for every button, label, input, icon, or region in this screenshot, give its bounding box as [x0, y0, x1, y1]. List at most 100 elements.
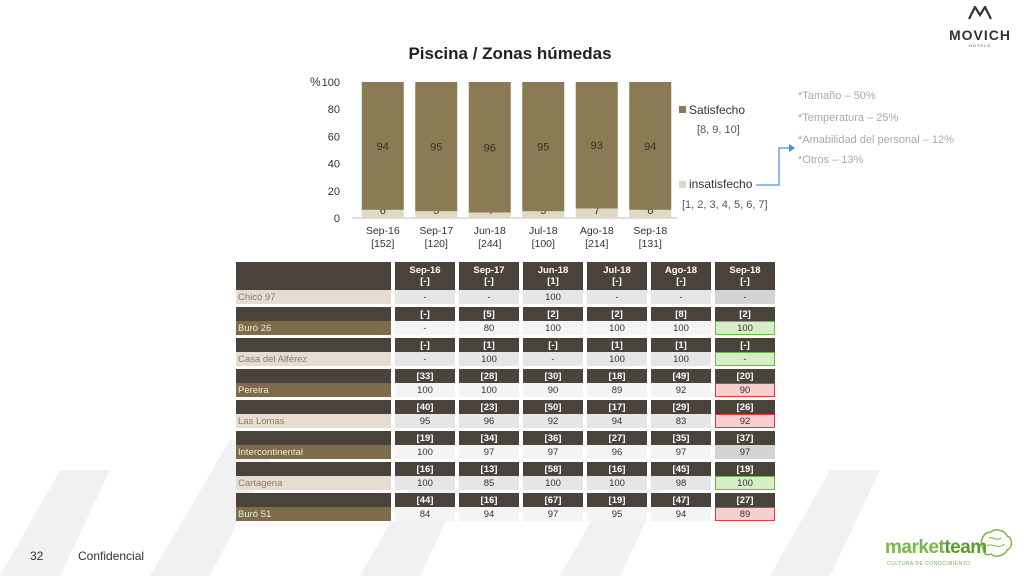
- data-label: 6: [647, 205, 653, 217]
- value-cell: 92: [523, 414, 583, 428]
- gap-cell: [711, 414, 715, 428]
- hotel-name: Intercontinental: [236, 445, 391, 459]
- y-tick-label: 40: [328, 159, 340, 171]
- table-base-row: [-] [1] [-] [1] [1] [-]: [236, 338, 775, 352]
- value-cell: 100: [651, 321, 711, 335]
- footer-confidential: Confidencial: [78, 549, 145, 563]
- value-cell: 90: [715, 383, 775, 397]
- table-base-row: [-] [5] [2] [2] [8] [2]: [236, 307, 775, 321]
- base-cell: [1]: [587, 338, 647, 352]
- base-cell: [44]: [395, 493, 455, 507]
- base-cell: [-]: [395, 338, 455, 352]
- stacked-bar-chart: %020406080100694Sep-16[152]595Sep-17[120…: [310, 75, 677, 250]
- gap-cell: [519, 462, 523, 476]
- value-cell: -: [395, 290, 455, 304]
- row-spacer: [236, 521, 775, 524]
- base-cell: [8]: [651, 307, 711, 321]
- header-period-cell: Sep-16 [-]: [395, 262, 455, 290]
- gap-cell: [647, 493, 651, 507]
- value-cell: 89: [715, 507, 775, 521]
- bar-satisfecho: [361, 82, 404, 210]
- data-label: 94: [377, 141, 389, 153]
- value-cell: 92: [651, 383, 711, 397]
- header-period-cell: Sep-17 [-]: [459, 262, 519, 290]
- gap-cell: [519, 400, 523, 414]
- header-period-cell: Ago-18 [-]: [651, 262, 711, 290]
- gap-cell: [391, 507, 395, 521]
- gap-cell: [647, 290, 651, 304]
- table-row: Casa del Alférez -100-100 100-: [236, 352, 775, 366]
- header-period-cell: Jul-18 [-]: [587, 262, 647, 290]
- gap-cell: [391, 431, 395, 445]
- gap-cell: [583, 321, 587, 335]
- header-base: [1]: [547, 276, 559, 287]
- base-cell: [50]: [523, 400, 583, 414]
- data-label: 95: [430, 142, 442, 154]
- gap-cell: [391, 493, 395, 507]
- value-cell: 97: [523, 507, 583, 521]
- gap-cell: [391, 476, 395, 490]
- gap-cell: [391, 307, 395, 321]
- gap-cell: [519, 352, 523, 366]
- gap-cell: [519, 369, 523, 383]
- row-label-top-cell: [236, 307, 391, 321]
- legend-label-satisfecho: Satisfecho: [689, 103, 746, 117]
- base-cell: [16]: [459, 493, 519, 507]
- base-cell: [1]: [651, 338, 711, 352]
- marketteam-tagline: CULTURA DE CONOCIMIENTO: [887, 561, 971, 567]
- movich-logo: MOVICH HOTELS: [940, 4, 1020, 48]
- base-cell: [34]: [459, 431, 519, 445]
- data-label: 93: [591, 140, 603, 152]
- gap-cell: [711, 321, 715, 335]
- gap-cell: [583, 369, 587, 383]
- gap-cell: [455, 321, 459, 335]
- gap-cell: [519, 414, 523, 428]
- gap-cell: [455, 307, 459, 321]
- base-cell: [18]: [587, 369, 647, 383]
- movich-m-icon: [968, 4, 992, 20]
- x-tick-base: [120]: [425, 238, 448, 250]
- y-tick-label: 100: [322, 77, 340, 89]
- bar-satisfecho: [415, 82, 458, 212]
- note-staff-text: *Amabilidad del personal – 12%: [798, 134, 954, 146]
- row-label-top-cell: [236, 338, 391, 352]
- base-cell: [36]: [523, 431, 583, 445]
- hotel-name: Casa del Alférez: [236, 352, 391, 366]
- data-label: 6: [380, 205, 386, 217]
- gap-cell: [583, 262, 587, 290]
- table-row: Buró 51 84 94 97 95 94 89: [236, 507, 775, 521]
- table-header-row: Sep-16 [-] Sep-17 [-] Jun-18 [1] Jul-18 [-] Ago-…: [236, 262, 775, 290]
- table-base-row: [44] [16] [67] [19] [47] [27]: [236, 493, 775, 507]
- value-cell: 100: [395, 383, 455, 397]
- gap-cell: [455, 352, 459, 366]
- gap-cell: [455, 507, 459, 521]
- row-label-top-cell: [236, 369, 391, 383]
- x-tick-label: Ago-18: [580, 225, 614, 237]
- value-cell: 100: [523, 290, 583, 304]
- gap-cell: [455, 445, 459, 459]
- page-number: 32: [30, 549, 44, 563]
- gap-cell: [647, 462, 651, 476]
- gap-cell: [711, 445, 715, 459]
- gap-cell: [647, 262, 651, 290]
- header-period-cell: Sep-18 [-]: [715, 262, 775, 290]
- gap-cell: [583, 352, 587, 366]
- gap-cell: [711, 462, 715, 476]
- value-cell: 83: [651, 414, 711, 428]
- gap-cell: [519, 507, 523, 521]
- value-cell: -: [459, 290, 519, 304]
- spacer-cell: [236, 521, 775, 524]
- value-cell: 100: [395, 476, 455, 490]
- value-cell: 97: [523, 445, 583, 459]
- header-period: Ago-18: [664, 265, 698, 276]
- value-cell: 94: [587, 414, 647, 428]
- legend-swatch-insatisfecho: [679, 181, 686, 188]
- gap-cell: [647, 352, 651, 366]
- brand-sub: HOTELS: [968, 43, 991, 48]
- x-tick-base: [244]: [478, 238, 501, 250]
- x-tick-label: Sep-16: [366, 225, 400, 237]
- y-tick-label: 60: [328, 131, 340, 143]
- gap-cell: [583, 383, 587, 397]
- y-tick-label: 80: [328, 104, 340, 116]
- hotel-comparison-table: Sep-16 [-] Sep-17 [-] Jun-18 [1] Jul-18 [-] Ago-…: [236, 262, 775, 524]
